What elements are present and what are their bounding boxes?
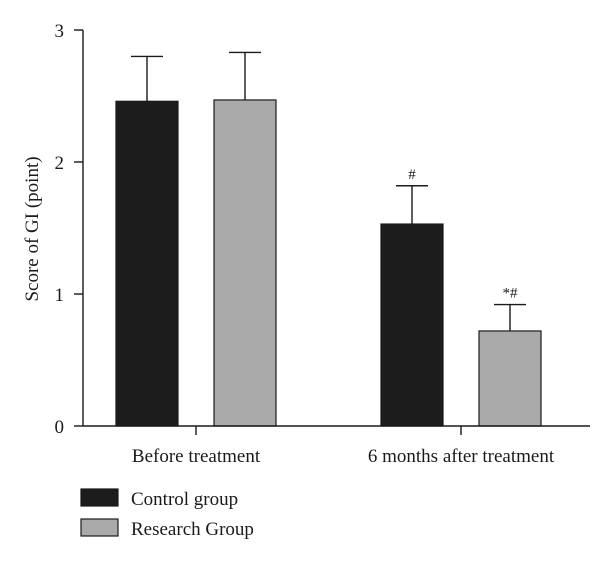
x-category-label: 6 months after treatment: [368, 446, 555, 467]
bar-control-0: [115, 100, 179, 427]
significance-marker: #: [408, 167, 416, 183]
bar-control-1: [380, 223, 444, 427]
legend-label-control: Control group: [131, 489, 238, 510]
bar-research-0: [213, 99, 277, 427]
y-tick-label: 0: [55, 417, 65, 438]
legend-swatch-research: [80, 518, 119, 537]
plot-area: # *# 0 1 2 3 Before treatment 6 months after tr…: [55, 21, 590, 467]
y-tick-label: 3: [55, 21, 65, 42]
legend: Control group Research Group: [80, 488, 254, 540]
legend-swatch-control: [80, 488, 119, 507]
significance-marker: *#: [503, 286, 519, 302]
legend-label-research: Research Group: [131, 519, 254, 540]
bar-research-1: [478, 330, 542, 427]
y-tick-label: 2: [55, 153, 65, 174]
y-axis-title: Score of GI (point): [22, 156, 43, 301]
x-category-label: Before treatment: [132, 446, 261, 467]
y-tick-label: 1: [55, 285, 65, 306]
